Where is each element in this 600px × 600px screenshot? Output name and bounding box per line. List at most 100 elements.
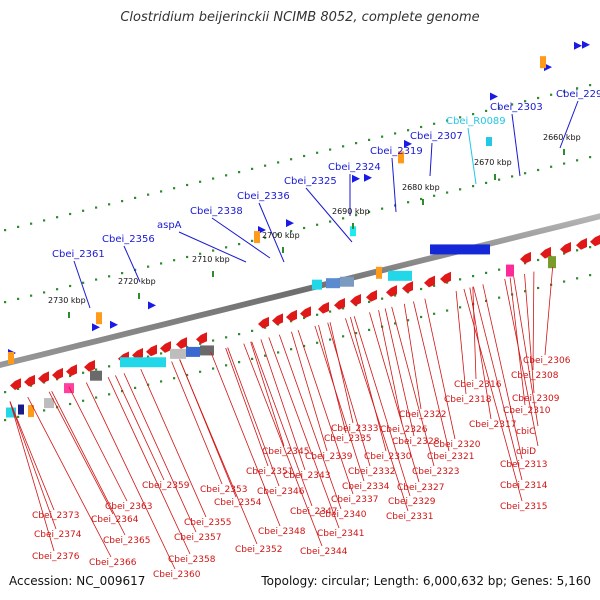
blue-gene-arrow xyxy=(352,174,360,183)
bottom-gene-label: Cbei_2315 xyxy=(500,502,547,512)
track-dot xyxy=(537,258,540,262)
track-dot xyxy=(147,193,150,196)
bottom-leader-line xyxy=(9,401,55,552)
bottom-gene-label: Cbei_2355 xyxy=(184,518,231,528)
track-dot xyxy=(498,268,501,271)
track-dot xyxy=(264,354,267,357)
bottom-gene-label: Cbei_2341 xyxy=(317,529,364,539)
track-dot xyxy=(251,167,254,170)
track-dot xyxy=(459,188,462,191)
track-dot xyxy=(355,214,358,217)
track-dot xyxy=(56,288,59,291)
gene-arrow xyxy=(300,306,311,319)
bottom-leader-line xyxy=(482,284,523,460)
track-dot xyxy=(420,125,423,129)
tick-label: 2670 kbp xyxy=(474,158,512,167)
tick-mark xyxy=(212,271,214,277)
track-dot xyxy=(368,300,371,303)
track-dot xyxy=(95,368,98,371)
gene-arrow xyxy=(176,337,187,349)
top-leader-line xyxy=(258,202,285,263)
bottom-leader-line xyxy=(260,339,306,471)
blue-gene-arrow xyxy=(490,92,498,101)
top-gene-label: Cbei_2324 xyxy=(328,162,381,173)
track-dot xyxy=(524,100,527,103)
bottom-leader-line xyxy=(51,391,126,536)
track-dot xyxy=(108,393,111,396)
gene-arrow xyxy=(318,301,329,314)
blue-gene-arrow xyxy=(574,41,582,50)
track-dot xyxy=(82,371,85,374)
top-gene-label: Cbei_2356 xyxy=(102,234,155,245)
tick-mark xyxy=(282,247,284,253)
bottom-leader-line xyxy=(48,391,114,515)
bottom-leader-line xyxy=(350,317,387,452)
track-dot xyxy=(316,341,319,344)
bottom-leader-line xyxy=(9,401,55,511)
tick-label: 2730 kbp xyxy=(48,296,86,305)
bottom-gene-label: Cbei_2327 xyxy=(397,483,444,493)
track-dot xyxy=(238,361,241,364)
tick-mark xyxy=(68,312,70,318)
track-dot xyxy=(446,309,449,312)
top-leader-line xyxy=(467,127,477,185)
track-dot xyxy=(199,252,202,255)
top-gene-label: Cbei_2336 xyxy=(237,191,290,202)
tick-label: 2710 kbp xyxy=(192,255,230,264)
bottom-leader-line xyxy=(469,287,492,420)
track-dot xyxy=(342,217,345,220)
orange-gene xyxy=(96,312,102,325)
bottom-leader-line xyxy=(297,329,354,495)
track-dot xyxy=(459,116,462,119)
bottom-gene-label: Cbei_2360 xyxy=(153,570,201,580)
track-dot xyxy=(173,259,176,262)
track-dot xyxy=(433,312,436,315)
bottom-gene-label: Cbei_2308 xyxy=(511,371,559,381)
bottom-leader-line xyxy=(513,276,539,427)
bottom-gene-label: Cbei_2354 xyxy=(214,498,262,508)
top-leader-line xyxy=(559,100,579,149)
track-dot xyxy=(329,338,332,341)
top-leader-line xyxy=(391,157,397,213)
track-dot xyxy=(316,313,319,316)
gene-block xyxy=(18,404,24,415)
track-dot xyxy=(589,274,592,277)
track-dot xyxy=(4,229,7,232)
track-dot xyxy=(277,351,280,354)
genome-summary-text: Topology: circular; Length: 6,000,632 bp… xyxy=(261,574,591,588)
bottom-gene-label: Cbei_2331 xyxy=(386,512,433,522)
track-dot xyxy=(160,352,163,355)
bottom-gene-label: Cbei_2344 xyxy=(300,547,348,557)
track-dot xyxy=(381,135,384,138)
track-dot xyxy=(303,154,306,158)
track-dot xyxy=(576,159,579,162)
bottom-leader-line xyxy=(140,368,207,518)
bottom-leader-line xyxy=(115,375,165,481)
tick-mark xyxy=(352,223,354,229)
top-leader-line xyxy=(429,142,433,177)
track-dot xyxy=(433,284,436,287)
track-dot xyxy=(485,299,488,302)
track-dot xyxy=(303,316,306,320)
track-dot xyxy=(576,249,579,252)
track-dot xyxy=(355,332,358,335)
bottom-gene-label: Cbei_2334 xyxy=(342,482,390,492)
track-dot xyxy=(82,399,85,402)
bottom-leader-line xyxy=(345,318,409,512)
top-gene-label: Cbei_2319 xyxy=(370,146,423,157)
trna-gene xyxy=(486,137,492,147)
top-gene-label: aspA xyxy=(157,220,182,231)
bottom-gene-label: Cbei_2376 xyxy=(32,552,80,562)
bottom-leader-line xyxy=(544,266,554,356)
track-dot xyxy=(316,151,319,154)
gene-arrow xyxy=(146,344,157,357)
track-dot xyxy=(82,281,85,284)
bottom-gene-label: Cbei_2335 xyxy=(324,434,371,444)
bottom-leader-line xyxy=(509,277,526,406)
track-dot xyxy=(342,145,345,148)
track-dot xyxy=(381,207,384,210)
track-dot xyxy=(472,185,475,188)
bottom-gene-label: Cbei_2339 xyxy=(305,452,353,462)
gene-block xyxy=(64,383,74,394)
track-dot xyxy=(173,377,176,380)
